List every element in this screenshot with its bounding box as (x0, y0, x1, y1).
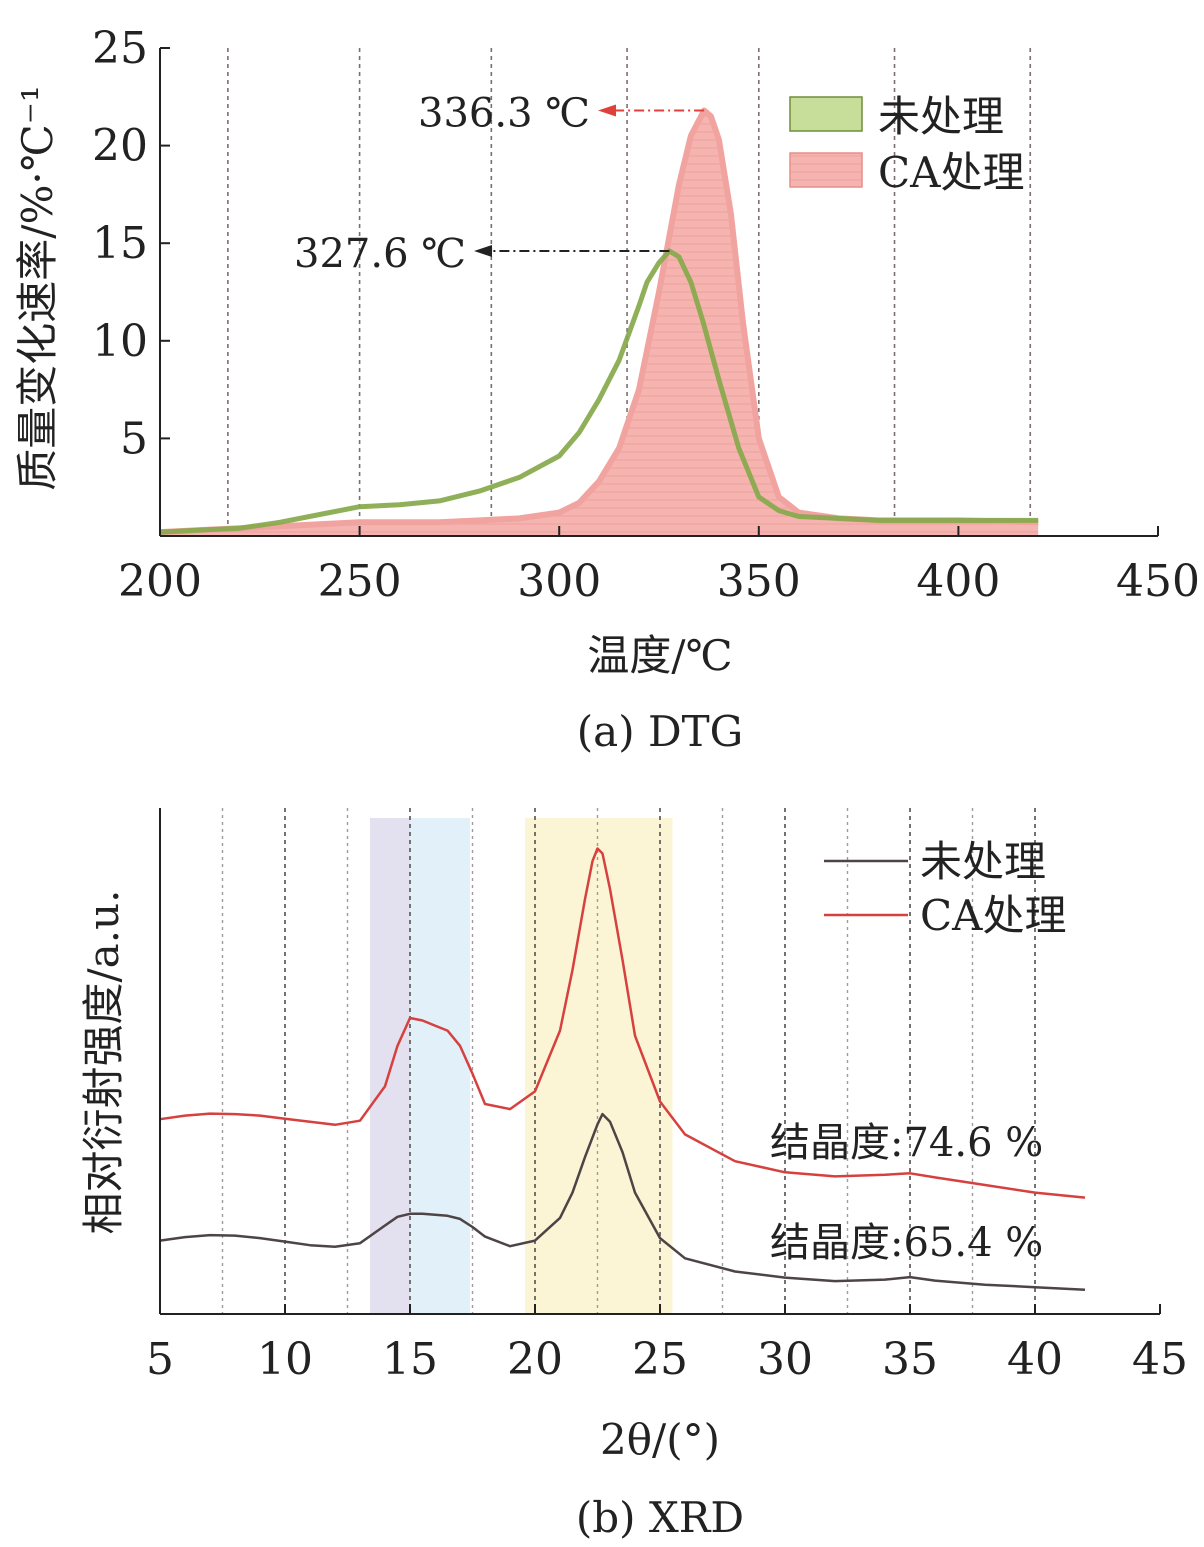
xrd-shaded-region (525, 818, 673, 1314)
xrd-shaded-regions (370, 818, 673, 1314)
xrd-legend-label-untreated: 未处理 (920, 837, 1046, 886)
xrd-grid (221, 808, 1036, 1314)
dtg-ylabel: 质量变化速率/%·℃⁻¹ (13, 85, 62, 490)
xrd-crystallinity-untreated: 结晶度:65.4 % (770, 1220, 1043, 1266)
dtg-xlabel: 温度/℃ (587, 631, 732, 680)
xrd-line-untreated (159, 1112, 1086, 1291)
dtg-x-tick-label: 400 (916, 556, 1000, 607)
xrd-series (159, 847, 1086, 1291)
xrd-ticks: 5 10 15 20 25 30 35 40 45 (146, 1304, 1188, 1385)
xrd-caption: (b) XRD (576, 1493, 744, 1542)
xrd-x-tick-label: 15 (382, 1334, 438, 1385)
dtg-line-ca (159, 107, 1039, 536)
dtg-grid (227, 48, 1032, 536)
dtg-y-tick-label: 5 (120, 413, 148, 464)
xrd-x-tick-label: 5 (146, 1334, 174, 1385)
dtg-x-tick-label: 350 (717, 556, 801, 607)
dtg-legend-label-untreated: 未处理 (878, 92, 1004, 141)
dtg-legend-label-ca: CA处理 (878, 148, 1024, 197)
dtg-peak-arrowhead-untreated (474, 245, 492, 258)
dtg-legend-swatch-ca (789, 152, 863, 188)
dtg-y-tick-label: 25 (92, 23, 148, 74)
xrd-legend: 未处理 CA处理 (824, 837, 1066, 940)
dtg-peak-label-ca: 336.3 ℃ (418, 90, 590, 136)
dtg-axes (159, 48, 1158, 537)
dtg-peak-arrowhead-ca (598, 104, 616, 117)
xrd-x-tick-label: 45 (1132, 1334, 1188, 1385)
xrd-legend-label-ca: CA处理 (920, 891, 1066, 940)
xrd-ylabel: 相对衍射强度/a.u. (79, 890, 128, 1235)
xrd-chart: 5 10 15 20 25 30 35 40 45 未处理 CA处理 结晶度:74.6 % 结晶… (79, 808, 1188, 1542)
xrd-x-tick-label: 40 (1007, 1334, 1063, 1385)
dtg-chart: 200 250 300 350 400 450 5 10 15 20 25 336.3 ℃ 327.6… (13, 23, 1200, 756)
xrd-x-tick-label: 35 (882, 1334, 938, 1385)
dtg-ticks: 200 250 300 350 400 450 5 10 15 20 25 (92, 23, 1200, 607)
dtg-annotations: 336.3 ℃ 327.6 ℃ (294, 90, 705, 277)
xrd-crystallinity-ca: 结晶度:74.6 % (770, 1120, 1043, 1166)
xrd-line-ca (159, 847, 1086, 1199)
dtg-x-tick-label: 450 (1116, 556, 1200, 607)
dtg-y-tick-label: 20 (92, 121, 148, 172)
dtg-legend: 未处理 CA处理 (789, 92, 1024, 197)
xrd-shaded-region (410, 818, 470, 1314)
dtg-legend-swatch-untreated (789, 96, 863, 132)
dtg-y-tick-label: 15 (92, 218, 148, 269)
xrd-xlabel: 2θ/(°) (600, 1415, 720, 1464)
dtg-x-tick-label: 200 (118, 556, 202, 607)
xrd-x-tick-label: 25 (632, 1334, 688, 1385)
dtg-x-tick-label: 300 (517, 556, 601, 607)
dtg-line-untreated (159, 248, 1039, 535)
dtg-peak-label-untreated: 327.6 ℃ (294, 231, 466, 277)
dtg-series (159, 107, 1039, 536)
dtg-caption: (a) DTG (577, 707, 743, 756)
dtg-x-tick-label: 250 (318, 556, 402, 607)
xrd-x-tick-label: 30 (757, 1334, 813, 1385)
xrd-x-tick-label: 20 (507, 1334, 563, 1385)
dtg-y-tick-label: 10 (92, 316, 148, 367)
xrd-x-tick-label: 10 (257, 1334, 313, 1385)
